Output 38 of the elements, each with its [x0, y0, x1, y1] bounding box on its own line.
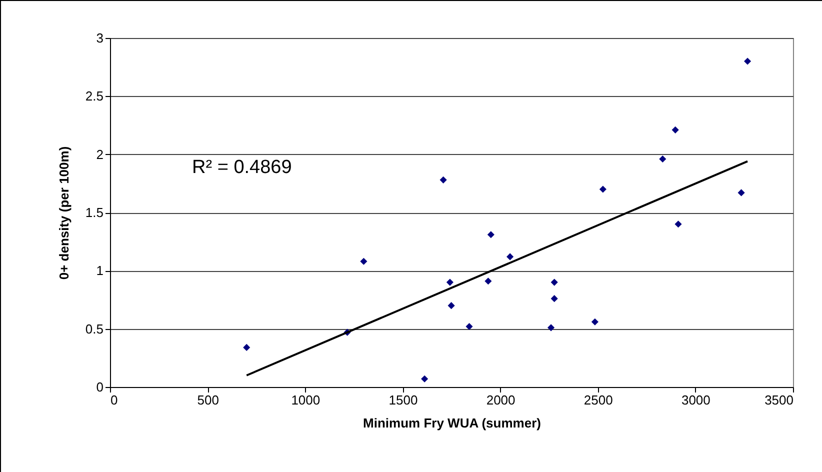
point	[448, 302, 455, 310]
point	[550, 295, 558, 302]
y-tick-label: 2	[96, 146, 104, 162]
point	[547, 324, 555, 332]
point	[672, 126, 679, 134]
point	[446, 278, 454, 286]
point	[360, 258, 368, 265]
y-tick-label: 0.5	[85, 321, 104, 336]
point	[738, 189, 745, 196]
point	[599, 186, 606, 193]
point	[506, 253, 514, 260]
x-axis-title: Minimum Fry WUA (summer)	[363, 416, 541, 430]
y-axis-title: 0+ density (per 100m)	[56, 146, 72, 280]
point	[487, 231, 494, 238]
point	[659, 155, 666, 163]
point	[591, 318, 598, 326]
point	[243, 344, 250, 351]
point	[550, 278, 558, 286]
y-tick-label: 1	[96, 263, 104, 278]
point	[484, 278, 492, 285]
x-tick-label: 3500	[764, 392, 794, 408]
x-tick-label: 1000	[291, 392, 320, 408]
point	[421, 375, 428, 382]
point	[674, 220, 682, 228]
point	[466, 322, 473, 330]
annotation: R² = 0.4869	[192, 157, 292, 178]
y-tick-label: 2.5	[85, 88, 104, 104]
x-tick-label: 2500	[584, 392, 613, 408]
x-tick-label: 3000	[681, 392, 710, 408]
y-tick-label: 1.5	[85, 205, 104, 220]
point	[440, 176, 447, 184]
point	[744, 58, 752, 65]
x-tick-label: 2000	[486, 392, 516, 408]
x-tick-label: 500	[197, 392, 219, 408]
y-tick-label: 0	[96, 380, 104, 394]
x-tick-label: 0	[110, 392, 118, 408]
y-tick-label: 3	[96, 30, 104, 46]
x-tick-label: 1500	[388, 392, 418, 408]
